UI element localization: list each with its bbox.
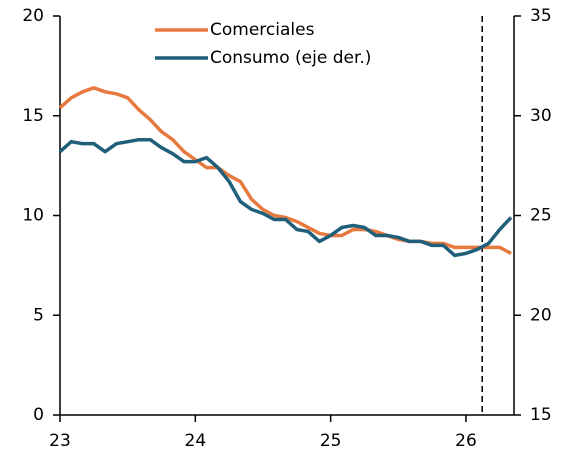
y-tick-label: 15	[22, 106, 44, 126]
x-tick-label: 24	[185, 431, 207, 451]
series-line	[58, 137, 513, 258]
y2-tick-label: 25	[530, 206, 552, 226]
x-tick-label: 25	[320, 431, 342, 451]
legend-label: Consumo (eje der.)	[210, 48, 371, 68]
y-tick-label: 5	[33, 305, 44, 325]
y2-tick-label: 30	[530, 106, 552, 126]
y-tick-label: 20	[22, 6, 44, 26]
x-tick-label: 23	[49, 431, 71, 451]
y2-tick-label: 20	[530, 305, 552, 325]
x-tick-label: 26	[455, 431, 477, 451]
y-tick-label: 0	[33, 405, 44, 425]
y2-tick-label: 15	[530, 405, 552, 425]
series-line	[58, 86, 512, 255]
y2-tick-label: 35	[530, 6, 552, 26]
y-tick-label: 10	[22, 206, 44, 226]
legend-label: Comerciales	[210, 20, 315, 40]
